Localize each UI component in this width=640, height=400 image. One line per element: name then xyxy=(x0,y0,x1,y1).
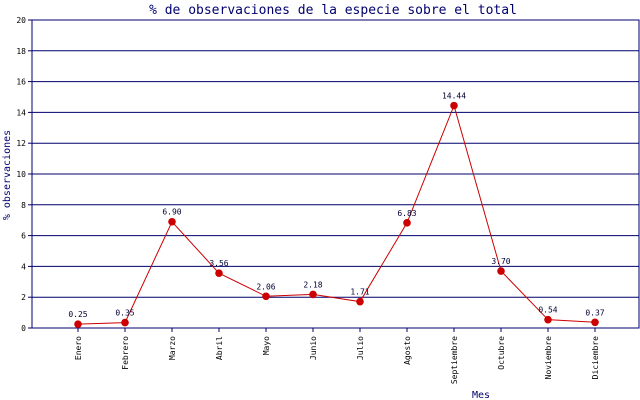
data-label: 6.83 xyxy=(397,209,416,218)
x-category-label: Octubre xyxy=(497,336,506,370)
data-markers xyxy=(74,101,599,328)
y-tick-label: 10 xyxy=(16,170,26,179)
y-tick-label: 2 xyxy=(21,293,26,302)
data-point xyxy=(215,269,223,277)
data-label: 0.25 xyxy=(68,310,87,319)
data-point xyxy=(74,320,82,328)
data-label: 1.71 xyxy=(350,288,369,297)
y-tick-label: 14 xyxy=(16,108,26,117)
y-tick-label: 6 xyxy=(21,232,26,241)
y-tick-label: 20 xyxy=(16,16,26,25)
data-label: 0.35 xyxy=(115,309,134,318)
data-label: 2.18 xyxy=(303,280,322,289)
series-line xyxy=(77,104,596,325)
data-point xyxy=(450,101,458,110)
x-category-label: Marzo xyxy=(168,336,177,360)
y-tick-label: 4 xyxy=(21,262,26,271)
x-category-label: Septiembre xyxy=(450,336,459,384)
y-tick-label: 18 xyxy=(16,47,26,56)
x-category-label: Julio xyxy=(356,336,365,360)
grid-lines xyxy=(32,50,639,298)
data-point xyxy=(591,318,599,327)
x-category-label: Abril xyxy=(215,336,224,360)
x-category-label: Enero xyxy=(74,336,83,360)
data-label: 14.44 xyxy=(442,92,466,101)
x-category-label: Agosto xyxy=(403,336,412,365)
y-tick-label: 16 xyxy=(16,78,26,87)
x-category-label: Noviembre xyxy=(544,336,553,380)
x-axis-categories: Enero Febrero Marzo Abril Mayo Junio Julio Agos… xyxy=(74,328,600,384)
data-label: 2.06 xyxy=(256,282,275,291)
data-label: 3.56 xyxy=(209,259,228,268)
chart-title: % de observaciones de la especie sobre e… xyxy=(149,3,517,18)
x-axis-title: Mes xyxy=(472,390,490,400)
data-point xyxy=(262,292,270,301)
data-label: 3.70 xyxy=(491,257,510,266)
data-point xyxy=(403,219,411,227)
data-point xyxy=(356,297,364,306)
data-point xyxy=(168,217,176,226)
data-point xyxy=(544,315,552,324)
x-category-label: Febrero xyxy=(121,336,130,370)
data-point xyxy=(121,318,129,327)
x-category-label: Mayo xyxy=(262,336,271,355)
y-axis-title: % observaciones xyxy=(2,130,13,220)
y-tick-label: 0 xyxy=(21,324,26,333)
y-tick-label: 12 xyxy=(16,139,26,148)
y-axis-ticks: 0 2 4 6 8 10 12 14 16 18 20 xyxy=(16,16,32,333)
y-tick-label: 8 xyxy=(21,201,26,210)
x-category-label: Diciembre xyxy=(591,336,600,380)
data-labels: 0.25 0.35 6.90 3.56 2.06 2.18 1.71 6.83 14.44 3.7… xyxy=(68,92,604,320)
data-label: 0.37 xyxy=(585,308,604,317)
x-category-label: Junio xyxy=(309,336,318,360)
data-label: 0.54 xyxy=(538,306,557,315)
data-point xyxy=(309,290,317,299)
data-point xyxy=(497,267,505,275)
data-label: 6.90 xyxy=(162,208,181,217)
